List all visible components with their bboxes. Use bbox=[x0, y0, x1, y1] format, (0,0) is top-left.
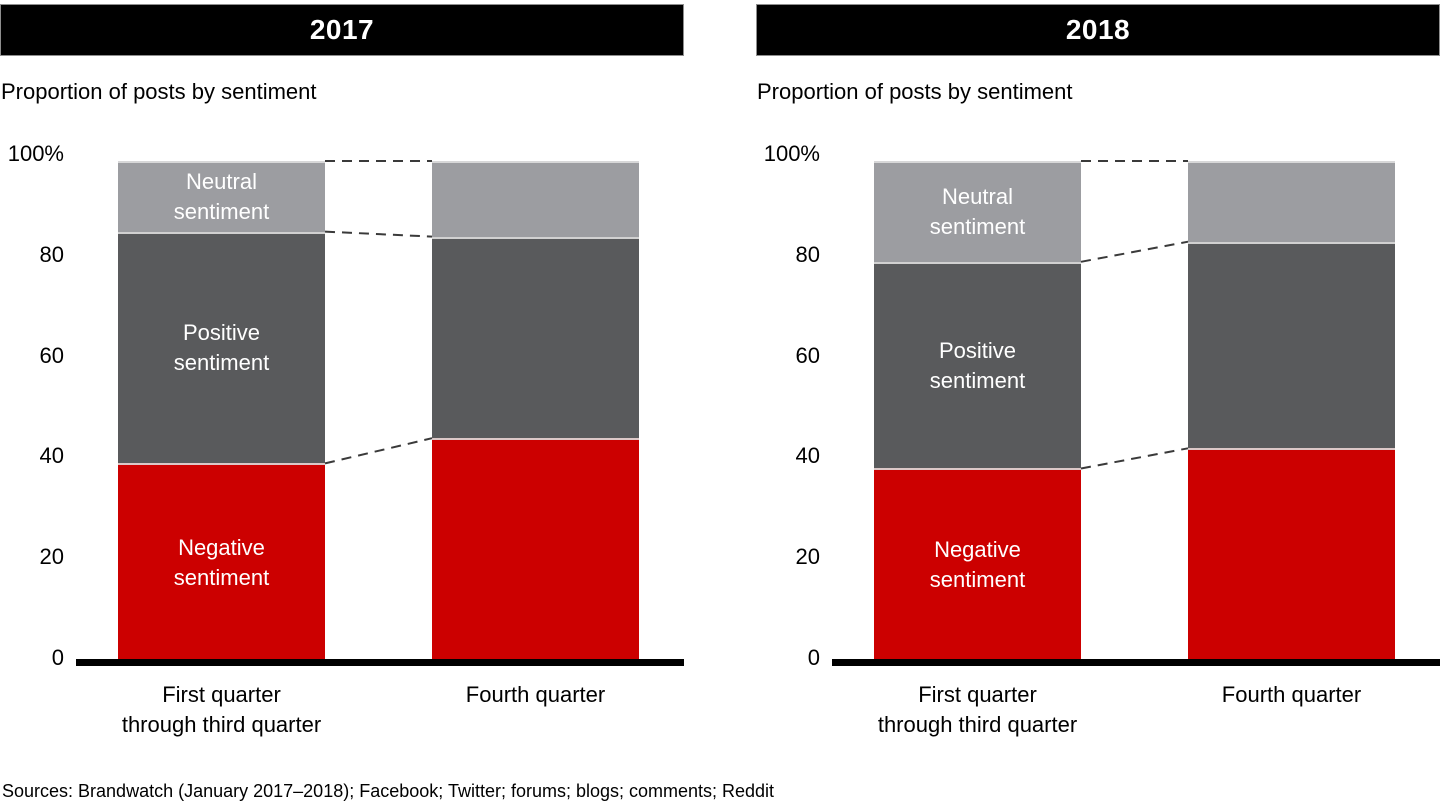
segment-positive-sentiment: Positive sentiment bbox=[874, 261, 1081, 469]
y-tick-label: 20 bbox=[795, 544, 820, 570]
segment-label: Negative sentiment bbox=[173, 534, 270, 590]
plot-area: Neutral sentiment Positive sentiment Negativ… bbox=[756, 0, 1440, 810]
segment-label: Neutral sentiment bbox=[173, 169, 270, 225]
segment-positive-sentiment bbox=[432, 236, 639, 439]
chart-panel-2018: 2018 Proportion of posts by sentiment 0 2… bbox=[756, 0, 1440, 810]
segment-neutral-sentiment: Neutral sentiment bbox=[118, 161, 325, 232]
x-category-label: Fourth quarter bbox=[465, 682, 606, 707]
segment-positive-sentiment bbox=[1188, 241, 1395, 449]
y-tick-label: 0 bbox=[51, 645, 64, 670]
sources-note: Sources: Brandwatch (January 2017–2018);… bbox=[2, 781, 775, 801]
chart-subtitle: Proportion of posts by sentiment bbox=[757, 79, 1073, 104]
stacked-bar bbox=[1188, 161, 1395, 660]
segment-neutral-sentiment: Neutral sentiment bbox=[874, 161, 1081, 262]
y-tick-label: 100% bbox=[763, 141, 820, 166]
y-tick-label: 60 bbox=[39, 342, 64, 368]
y-tick-label: 40 bbox=[39, 443, 64, 469]
y-tick-label: 60 bbox=[795, 342, 820, 368]
segment-negative-sentiment: Negative sentiment bbox=[118, 463, 325, 660]
y-tick-label: 0 bbox=[807, 645, 820, 670]
chart-subtitle: Proportion of posts by sentiment bbox=[1, 79, 317, 104]
segment-positive-sentiment: Positive sentiment bbox=[118, 231, 325, 464]
stacked-bar bbox=[432, 161, 639, 660]
connector-dashed-lines bbox=[1080, 160, 1189, 470]
segment-neutral-sentiment bbox=[432, 161, 639, 237]
segment-negative-sentiment bbox=[432, 438, 639, 660]
chart-title: 2017 bbox=[309, 14, 375, 45]
chart-panel-2017: 2017 Proportion of posts by sentiment 0 2… bbox=[0, 0, 684, 810]
segment-label: Positive sentiment bbox=[173, 320, 270, 376]
dashed-connector-line bbox=[1080, 240, 1189, 263]
dashed-connector-line bbox=[324, 437, 433, 465]
chart-title-bar: 2018 bbox=[756, 4, 1440, 56]
chart-title-bar: 2017 bbox=[0, 4, 684, 56]
dashed-connector-line bbox=[1080, 447, 1189, 470]
y-tick-label: 40 bbox=[795, 443, 820, 469]
y-tick-label: 80 bbox=[795, 241, 820, 267]
segment-label: Neutral sentiment bbox=[929, 184, 1026, 240]
chart-title: 2018 bbox=[1065, 14, 1131, 45]
plot-area: Neutral sentiment Positive sentiment Negativ… bbox=[0, 0, 684, 810]
segment-neutral-sentiment bbox=[1188, 161, 1395, 242]
x-category-label: First quarter through third quarter bbox=[121, 682, 322, 737]
dashed-connector-line bbox=[324, 230, 433, 238]
x-axis-line bbox=[76, 659, 684, 666]
y-tick-label: 100% bbox=[7, 141, 64, 166]
segment-negative-sentiment: Negative sentiment bbox=[874, 468, 1081, 660]
segment-label: Negative sentiment bbox=[929, 537, 1026, 593]
y-tick-label: 80 bbox=[39, 241, 64, 267]
stacked-bar: Neutral sentiment Positive sentiment Negativ… bbox=[874, 161, 1081, 660]
x-category-label: First quarter through third quarter bbox=[877, 682, 1078, 737]
stacked-bar: Neutral sentiment Positive sentiment Negativ… bbox=[118, 161, 325, 660]
x-category-label: Fourth quarter bbox=[1221, 682, 1362, 707]
segment-label: Positive sentiment bbox=[929, 338, 1026, 394]
y-tick-label: 20 bbox=[39, 544, 64, 570]
connector-dashed-lines bbox=[324, 160, 433, 465]
segment-negative-sentiment bbox=[1188, 448, 1395, 660]
x-axis-line bbox=[832, 659, 1440, 666]
